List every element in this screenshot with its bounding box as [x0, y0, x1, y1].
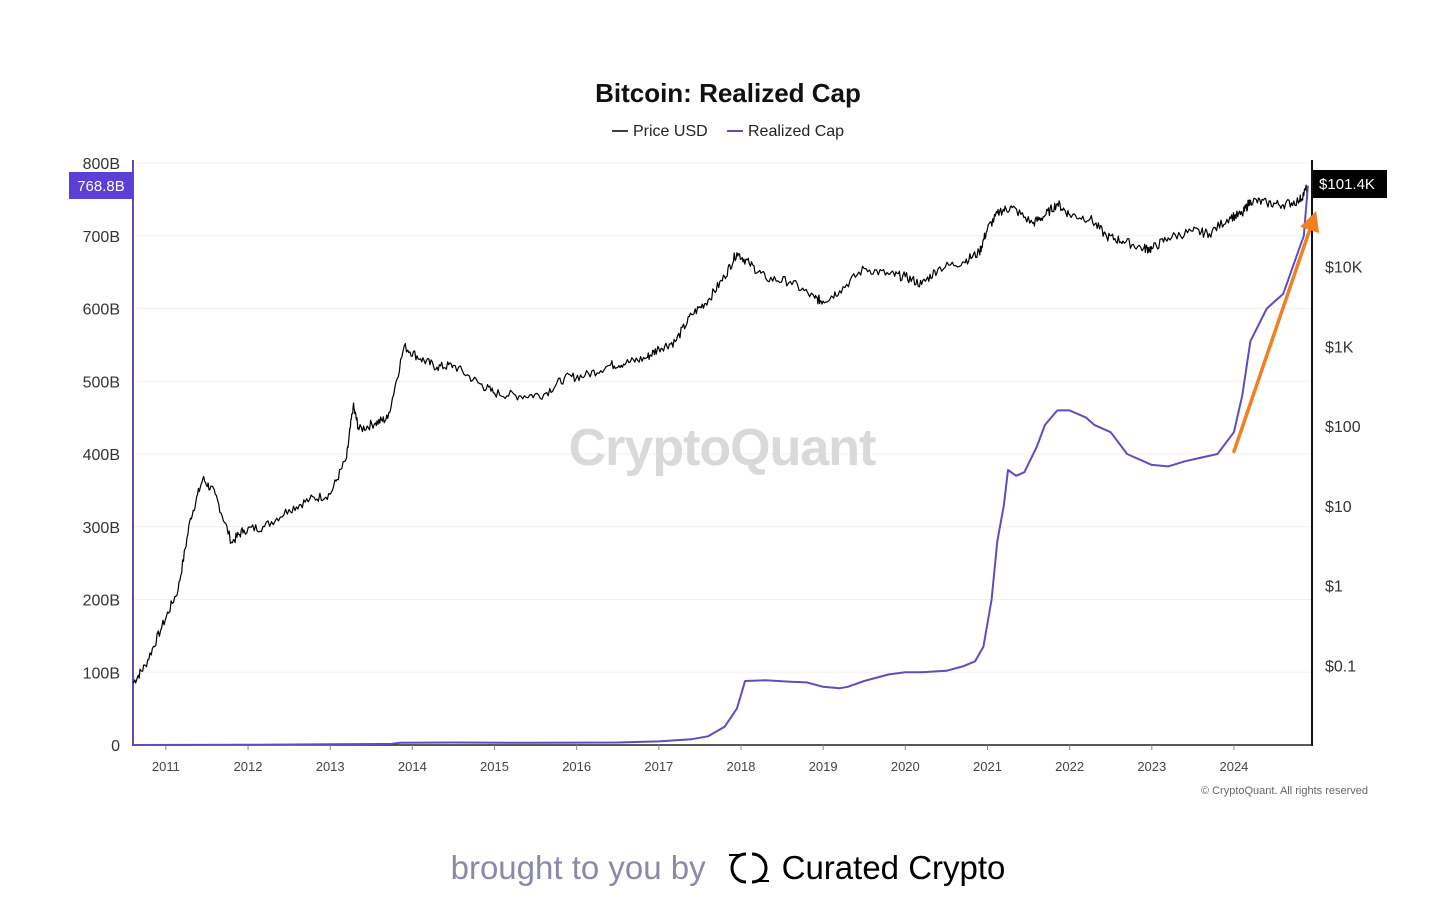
- left-axis-tick-label: 700B: [83, 229, 120, 246]
- left-axis-tick-label: 0: [111, 738, 120, 755]
- legend: Price USD Realized Cap: [612, 123, 844, 140]
- x-axis-tick-label: 2014: [398, 759, 427, 774]
- current-realized-cap-value: 768.8B: [77, 178, 125, 195]
- trend-arrow-annotation: [1232, 210, 1320, 454]
- x-axis-tick-label: 2021: [973, 759, 1002, 774]
- left-axis-tick-label: 600B: [83, 302, 120, 319]
- x-axis-tick-label: 2017: [644, 759, 673, 774]
- current-realized-cap-badge: 768.8B: [69, 172, 133, 199]
- right-axis-tick-label: $10: [1325, 499, 1352, 516]
- x-axis-tick-label: 2022: [1055, 759, 1084, 774]
- grid: [133, 162, 1312, 673]
- x-axis-tick-label: 2016: [562, 759, 591, 774]
- legend-item-realized-cap[interactable]: Realized Cap: [727, 123, 844, 140]
- x-axis-tick-label: 2013: [316, 759, 345, 774]
- footer: brought to you by Curated Crypto: [0, 838, 1456, 898]
- x-axis-tick-label: 2018: [727, 759, 756, 774]
- current-price-value: $101.4K: [1319, 176, 1375, 193]
- x-axis-tick-label: 2015: [480, 759, 509, 774]
- x-axis-tick-label: 2011: [152, 759, 180, 774]
- chart-title: Bitcoin: Realized Cap: [595, 78, 861, 108]
- left-axis-tick-label: 500B: [83, 374, 120, 391]
- right-axis-tick-label: $100: [1325, 419, 1361, 436]
- left-axis-tick-label: 800B: [83, 156, 120, 173]
- current-price-badge-bg: [1313, 170, 1387, 198]
- x-axis-tick-label: 2023: [1137, 759, 1166, 774]
- legend-label-realized-cap: Realized Cap: [748, 123, 844, 140]
- current-price-badge: $101.4K: [1313, 170, 1387, 198]
- left-axis-tick-label: 200B: [83, 593, 120, 610]
- brand[interactable]: Curated Crypto: [726, 849, 1006, 887]
- right-axis-tick-label: $1K: [1325, 339, 1354, 356]
- x-axis-tick-label: 2024: [1219, 759, 1248, 774]
- left-axis-tick-label: 300B: [83, 520, 120, 537]
- right-axis-ticks: $0.1 $1 $10 $100 $1K $10K: [1325, 260, 1363, 676]
- price-usd-series-line: [132, 184, 1309, 684]
- left-axis-ticks: 0 100B 200B 300B 400B 500B 600B 700B 800B: [83, 156, 120, 755]
- right-axis-tick-label: $1: [1325, 579, 1343, 596]
- watermark: CryptoQuant: [569, 419, 876, 477]
- footer-text: brought to you by: [450, 849, 706, 886]
- legend-label-price: Price USD: [633, 123, 708, 140]
- realized-cap-series-line: [132, 185, 1309, 746]
- right-axis-tick-label: $0.1: [1325, 658, 1356, 675]
- brand-name: Curated Crypto: [781, 849, 1006, 886]
- x-axis-ticks: 2011 2012 2013 2014 2015 2016 2017 2018 2019 2020…: [152, 745, 1248, 774]
- left-axis-tick-label: 400B: [83, 447, 120, 464]
- current-realized-cap-badge-bg: [69, 172, 133, 199]
- curated-crypto-logo-icon: [728, 852, 769, 884]
- copyright-notice: © CryptoQuant. All rights reserved: [1201, 785, 1368, 797]
- x-axis-tick-label: 2012: [234, 759, 263, 774]
- trend-arrow-head: [1300, 210, 1320, 234]
- trend-arrow-shaft: [1232, 228, 1312, 454]
- x-axis-tick-label: 2019: [809, 759, 838, 774]
- right-axis-tick-label: $10K: [1325, 260, 1363, 277]
- left-axis-tick-label: 100B: [83, 665, 120, 682]
- x-axis-tick-label: 2020: [891, 759, 920, 774]
- legend-item-price[interactable]: Price USD: [612, 123, 708, 140]
